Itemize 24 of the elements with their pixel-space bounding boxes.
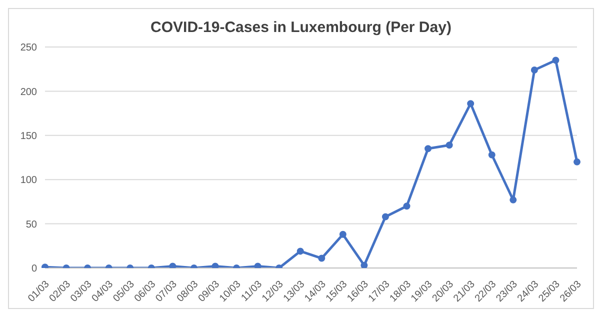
point xyxy=(382,213,389,220)
y-tick-label: 150 xyxy=(20,130,38,142)
point xyxy=(510,196,517,204)
point xyxy=(552,56,560,64)
y-tick-label: 200 xyxy=(20,86,38,98)
point xyxy=(339,230,346,238)
point xyxy=(318,254,326,262)
point xyxy=(574,158,580,166)
y-tick-label: 250 xyxy=(20,42,38,54)
chart-title: COVID-19-Cases in Luxembourg (Per Day) xyxy=(150,19,452,38)
point xyxy=(360,262,368,268)
point xyxy=(424,145,432,152)
point xyxy=(467,100,474,108)
point xyxy=(403,202,410,210)
y-tick-label: 50 xyxy=(26,219,38,230)
point xyxy=(530,66,538,74)
point xyxy=(488,151,496,158)
point xyxy=(212,262,219,268)
point xyxy=(446,142,453,149)
y-tick-label: 0 xyxy=(31,264,38,275)
point xyxy=(169,262,176,268)
point xyxy=(296,248,304,255)
point xyxy=(254,262,262,268)
y-tick-label: 100 xyxy=(20,175,38,186)
